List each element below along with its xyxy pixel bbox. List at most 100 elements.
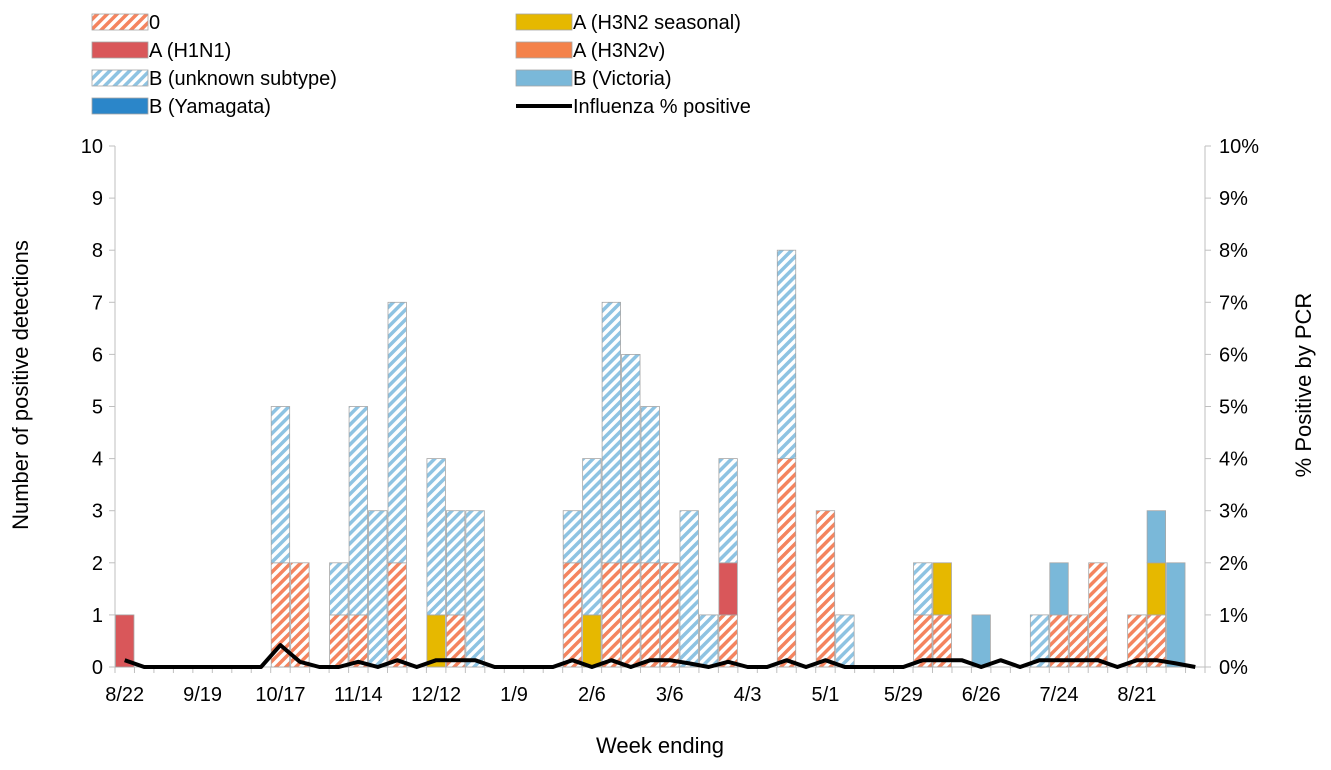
bar-segment	[270, 406, 291, 564]
y-tick-label: 5	[92, 397, 103, 419]
bar-segment	[1127, 614, 1147, 668]
x-tick-label: 3/6	[656, 684, 684, 706]
y2-tick-label: 2%	[1219, 553, 1248, 575]
legend-swatch	[91, 41, 149, 59]
legend-label: A (H1N1)	[149, 40, 231, 62]
x-tick-label: 9/19	[183, 684, 222, 706]
x-tick-label: 11/14	[334, 684, 383, 706]
bar-segment	[660, 562, 680, 668]
bar-segment	[465, 510, 485, 668]
x-tick-label: 1/9	[500, 684, 528, 706]
legend-swatch	[515, 41, 573, 59]
bar-segment	[387, 301, 407, 564]
bar-segment	[718, 614, 738, 668]
bar-segment	[387, 562, 407, 668]
x-tick-label: 5/29	[884, 684, 923, 706]
bar-segment	[368, 510, 388, 668]
bar-segment	[115, 614, 135, 668]
y-tick-label: 9	[92, 188, 103, 210]
legend: 0 A (H3N2 seasonal) A (H1N1) A (H3N2v) B (un…	[91, 12, 751, 118]
y-tick-label: 1	[92, 605, 103, 627]
bar-segment	[1068, 614, 1089, 668]
percent-positive-line-layer	[124, 643, 1196, 669]
legend-label: B (Victoria)	[573, 68, 672, 90]
bar-segment	[621, 562, 641, 668]
bar-segment	[640, 406, 660, 564]
bar-segment	[582, 458, 602, 616]
y-tick-label: 6	[92, 344, 103, 366]
bar-segment	[329, 562, 349, 616]
bar-segment	[1166, 562, 1186, 668]
y2-tick-label: 10%	[1219, 136, 1259, 158]
bar-segment	[348, 406, 368, 616]
y-tick-label: 10	[81, 136, 103, 158]
bar-segment	[776, 249, 797, 459]
bar-segment	[329, 614, 349, 668]
y2-tick-label: 4%	[1219, 449, 1248, 471]
axes: 0 1 2 3 4 5 6 7 8 9 10 0% 1% 2% 3% 4% 5% 6% 7% 8% 9% 10% 8/22 9…	[81, 136, 1259, 706]
x-tick-label: 8/22	[105, 684, 144, 706]
y2-tick-label: 1%	[1219, 605, 1248, 627]
x-tick-label: 4/3	[734, 684, 762, 706]
bars	[115, 249, 1186, 668]
bar-segment	[426, 458, 446, 616]
bar-segment	[582, 614, 602, 668]
legend-swatch	[91, 97, 149, 115]
legend-swatch	[91, 69, 149, 87]
bar-segment	[699, 614, 719, 668]
bar-segment	[290, 562, 310, 668]
legend-swatch	[515, 69, 573, 87]
x-axis-title: Week ending	[596, 733, 724, 758]
bar-segment	[1088, 562, 1108, 668]
bar-segment	[718, 562, 738, 616]
bar-segment	[718, 458, 738, 564]
y2-tick-label: 6%	[1219, 344, 1248, 366]
y2-tick-label: 0%	[1219, 657, 1248, 679]
bar-segment	[640, 562, 660, 668]
bar-segment	[932, 562, 952, 616]
y-tick-label: 0	[92, 657, 103, 679]
bar-segment	[913, 562, 933, 616]
percent-positive-line	[124, 643, 1196, 669]
bar-segment	[971, 614, 991, 668]
bar-segment	[348, 614, 368, 668]
bar-segment	[562, 562, 583, 668]
bar-segment	[835, 614, 855, 668]
x-tick-label: 8/21	[1117, 684, 1156, 706]
y2-tick-label: 8%	[1219, 240, 1248, 262]
bar-segment	[601, 562, 621, 668]
x-tick-label: 10/17	[255, 684, 305, 706]
y-tick-label: 2	[92, 553, 103, 575]
y-tick-label: 3	[92, 501, 103, 523]
y-tick-label: 7	[92, 292, 103, 314]
legend-label: A (H3N2 seasonal)	[573, 12, 741, 34]
legend-swatch	[91, 13, 149, 31]
x-tick-label: 12/12	[411, 684, 461, 706]
bar-segment	[562, 510, 583, 564]
x-tick-label: 2/6	[578, 684, 606, 706]
x-tick-label: 7/24	[1040, 684, 1079, 706]
bar-segment	[1049, 562, 1069, 616]
y2-tick-label: 9%	[1219, 188, 1248, 210]
y-tick-label: 4	[92, 449, 103, 471]
y-tick-label: 8	[92, 240, 103, 262]
bar-segment	[1146, 510, 1166, 564]
x-tick-label: 6/26	[962, 684, 1001, 706]
bar-segment	[1146, 562, 1166, 616]
legend-label: B (Yamagata)	[149, 96, 271, 118]
y2-tick-label: 3%	[1219, 501, 1248, 523]
legend-label: Influenza % positive	[573, 96, 751, 118]
legend-label: 0	[149, 12, 160, 34]
legend-label: A (H3N2v)	[573, 40, 665, 62]
bar-segment	[601, 301, 621, 564]
legend-swatch	[515, 13, 573, 31]
bar-segment	[1029, 614, 1050, 668]
y2-tick-label: 5%	[1219, 397, 1248, 419]
bar-segment	[621, 353, 641, 564]
bar-segment	[776, 458, 797, 668]
x-tick-label: 5/1	[812, 684, 840, 706]
legend-label: B (unknown subtype)	[149, 68, 337, 90]
y-axis-title: Number of positive detections	[8, 240, 33, 530]
bar-segment	[815, 510, 836, 668]
